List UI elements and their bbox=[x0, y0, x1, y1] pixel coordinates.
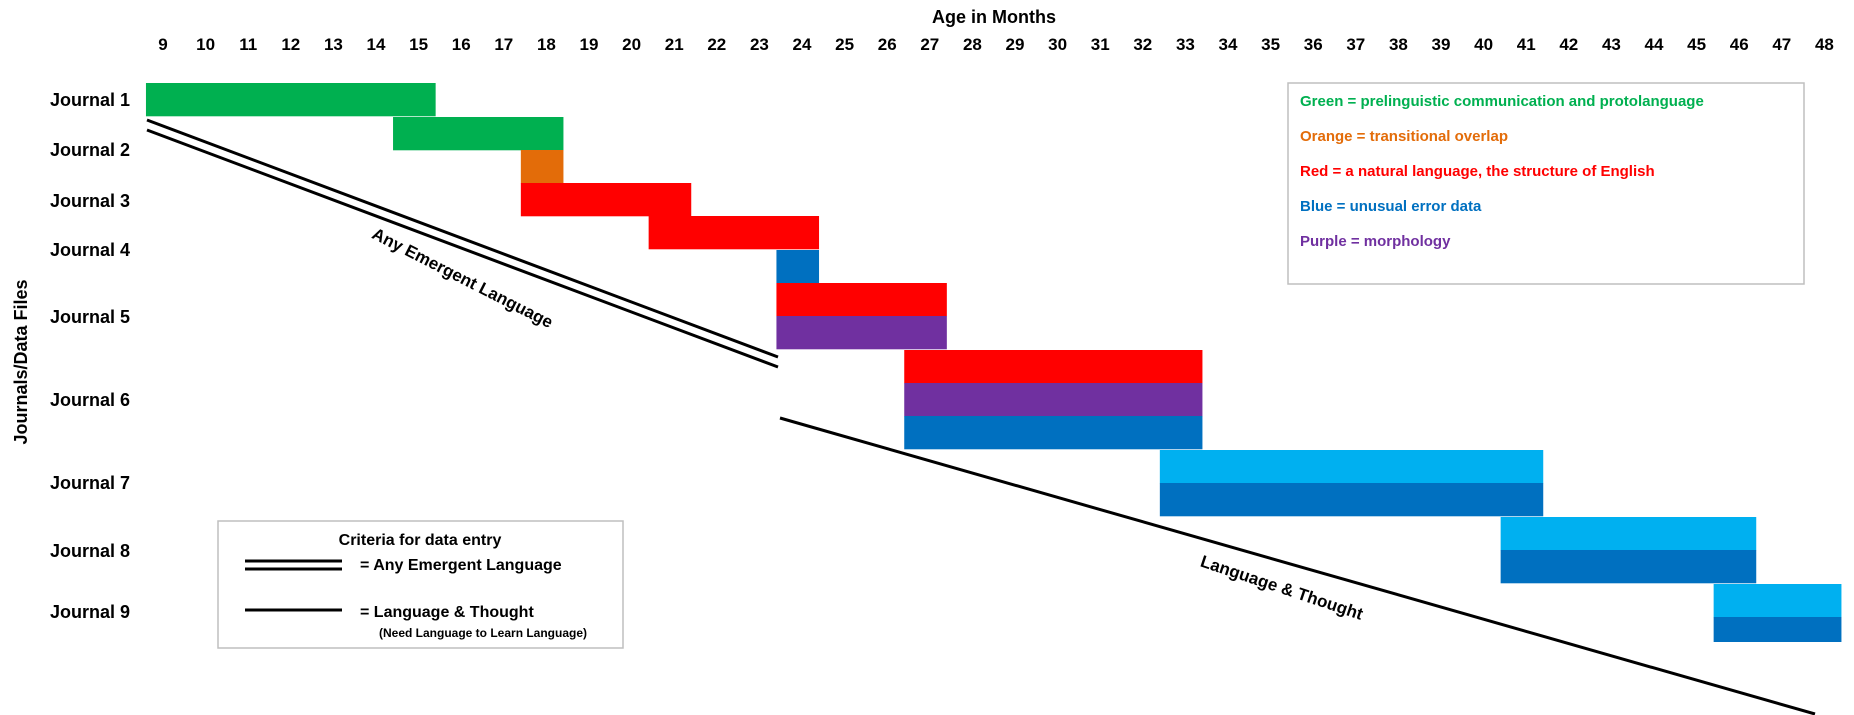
x-tick-label: 10 bbox=[196, 35, 215, 54]
gantt-bar-green bbox=[393, 117, 564, 151]
x-tick-label: 47 bbox=[1772, 35, 1791, 54]
x-tick-label: 30 bbox=[1048, 35, 1067, 54]
x-tick-label: 15 bbox=[409, 35, 428, 54]
color-legend-box bbox=[1287, 82, 1805, 285]
x-tick-label: 11 bbox=[239, 35, 257, 54]
x-axis-title: Age in Months bbox=[932, 7, 1056, 27]
gantt-bar-blue bbox=[776, 250, 820, 284]
x-tick-label: 21 bbox=[665, 35, 684, 54]
x-tick-label: 33 bbox=[1176, 35, 1195, 54]
gantt-bar-lightblue bbox=[1713, 584, 1842, 618]
x-tick-label: 35 bbox=[1261, 35, 1280, 54]
x-tick-label: 29 bbox=[1006, 35, 1025, 54]
row-labels: Journal 1 Journal 2 Journal 3 Journal 4 Jour… bbox=[50, 90, 130, 622]
criteria-double-label: = Any Emergent Language bbox=[360, 557, 562, 574]
any-emergent-language-line-a bbox=[146, 118, 779, 359]
x-tick-label: 27 bbox=[920, 35, 939, 54]
color-legend-item: Orange = transitional overlap bbox=[1300, 128, 1508, 145]
criteria-single-label: = Language & Thought bbox=[360, 604, 534, 621]
any-emergent-language-line-b bbox=[146, 128, 779, 369]
x-tick-label: 32 bbox=[1133, 35, 1152, 54]
color-legend: Green = prelinguistic communication and … bbox=[1287, 82, 1805, 285]
gantt-bar-lightblue bbox=[1159, 450, 1544, 484]
gantt-bar-blue bbox=[1713, 617, 1842, 642]
x-tick-label: 34 bbox=[1219, 35, 1238, 54]
gantt-bar-orange bbox=[520, 150, 564, 184]
gantt-bar-blue bbox=[904, 416, 1203, 450]
row-label: Journal 1 bbox=[50, 90, 130, 110]
gantt-bar-red bbox=[520, 183, 692, 217]
criteria-lines-layer bbox=[146, 118, 1816, 715]
criteria-title: Criteria for data entry bbox=[339, 532, 502, 549]
x-tick-label: 31 bbox=[1091, 35, 1110, 54]
any-emergent-language-label: Any Emergent Language bbox=[369, 224, 556, 332]
x-tick-label: 39 bbox=[1432, 35, 1451, 54]
row-label: Journal 9 bbox=[50, 602, 130, 622]
gantt-bar-red bbox=[776, 283, 947, 317]
gantt-bar-green bbox=[145, 83, 436, 117]
x-tick-label: 43 bbox=[1602, 35, 1621, 54]
x-tick-label: 18 bbox=[537, 35, 556, 54]
color-legend-items: Green = prelinguistic communication and … bbox=[1300, 93, 1704, 250]
row-label: Journal 4 bbox=[50, 240, 130, 260]
x-tick-label: 41 bbox=[1517, 35, 1536, 54]
color-legend-item: Purple = morphology bbox=[1300, 233, 1451, 250]
criteria-legend-box bbox=[217, 520, 624, 649]
x-tick-label: 36 bbox=[1304, 35, 1323, 54]
x-tick-label: 46 bbox=[1730, 35, 1749, 54]
x-tick-label: 48 bbox=[1815, 35, 1834, 54]
x-tick-label: 44 bbox=[1645, 35, 1664, 54]
x-tick-label: 9 bbox=[158, 35, 167, 54]
x-tick-label: 45 bbox=[1687, 35, 1706, 54]
gantt-bar-purple bbox=[904, 383, 1203, 417]
color-legend-item: Green = prelinguistic communication and … bbox=[1300, 93, 1704, 110]
x-tick-label: 22 bbox=[707, 35, 726, 54]
x-tick-label: 42 bbox=[1559, 35, 1578, 54]
row-label: Journal 2 bbox=[50, 140, 130, 160]
color-legend-item: Blue = unusual error data bbox=[1300, 198, 1482, 215]
gantt-bar-blue bbox=[1159, 483, 1544, 517]
row-label: Journal 8 bbox=[50, 541, 130, 561]
gantt-bar-red bbox=[648, 216, 820, 250]
x-tick-label: 17 bbox=[494, 35, 513, 54]
criteria-note: (Need Language to Learn Language) bbox=[379, 626, 587, 640]
gantt-bar-blue bbox=[1500, 550, 1757, 584]
x-tick-label: 24 bbox=[793, 35, 812, 54]
gantt-bar-purple bbox=[776, 316, 947, 350]
row-label: Journal 5 bbox=[50, 307, 130, 327]
x-tick-label: 13 bbox=[324, 35, 343, 54]
gantt-bar-lightblue bbox=[1500, 517, 1757, 551]
x-tick-label: 19 bbox=[580, 35, 599, 54]
x-tick-label: 23 bbox=[750, 35, 769, 54]
x-tick-label: 38 bbox=[1389, 35, 1408, 54]
x-tick-label: 16 bbox=[452, 35, 471, 54]
x-tick-label: 37 bbox=[1346, 35, 1365, 54]
gantt-bar-red bbox=[904, 350, 1203, 384]
color-legend-item: Red = a natural language, the structure … bbox=[1300, 163, 1655, 180]
bars-layer bbox=[145, 83, 1842, 642]
x-tick-label: 25 bbox=[835, 35, 854, 54]
row-label: Journal 6 bbox=[50, 390, 130, 410]
x-tick-label: 28 bbox=[963, 35, 982, 54]
row-label: Journal 7 bbox=[50, 473, 130, 493]
x-tick-label: 40 bbox=[1474, 35, 1493, 54]
x-tick-label: 12 bbox=[281, 35, 300, 54]
criteria-legend: Criteria for data entry = Any Emergent L… bbox=[217, 520, 624, 649]
y-axis-title: Journals/Data Files bbox=[11, 279, 31, 444]
language-thought-line bbox=[779, 416, 1816, 715]
x-tick-label: 26 bbox=[878, 35, 897, 54]
x-tick-label: 14 bbox=[367, 35, 386, 54]
row-label: Journal 3 bbox=[50, 191, 130, 211]
x-tick-label: 20 bbox=[622, 35, 641, 54]
x-axis-ticks: 9 10 11 12 13 14 15 16 17 18 19 20 21 22 23 24 25 26 27 28 2… bbox=[158, 35, 1834, 54]
